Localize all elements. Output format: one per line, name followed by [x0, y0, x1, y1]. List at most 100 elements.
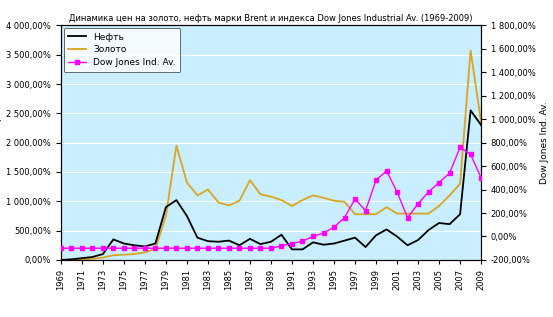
- Нефть: [152, 242, 159, 245]
- Dow Jones Ind. Av.: [247, 246, 253, 250]
- Нефть: [68, 257, 75, 261]
- Золото: [89, 257, 96, 261]
- Нефть: [194, 236, 201, 240]
- Нефть: [425, 228, 432, 232]
- Нефть: [58, 258, 64, 262]
- Нефть: [415, 238, 421, 242]
- Dow Jones Ind. Av.: [226, 246, 232, 250]
- Dow Jones Ind. Av.: [299, 239, 306, 243]
- Dow Jones Ind. Av.: [215, 246, 222, 250]
- Золото: [289, 204, 295, 208]
- Dow Jones Ind. Av.: [373, 178, 379, 182]
- Dow Jones Ind. Av.: [404, 216, 411, 220]
- Dow Jones Ind. Av.: [79, 246, 85, 250]
- Золото: [478, 120, 484, 124]
- Dow Jones Ind. Av.: [152, 246, 159, 250]
- Dow Jones Ind. Av.: [236, 246, 243, 250]
- Dow Jones Ind. Av.: [89, 246, 96, 250]
- Dow Jones Ind. Av.: [436, 181, 442, 184]
- Нефть: [236, 243, 243, 247]
- Золото: [457, 182, 463, 186]
- Нефть: [205, 239, 211, 243]
- Dow Jones Ind. Av.: [478, 176, 484, 180]
- Нефть: [320, 243, 327, 247]
- Золото: [257, 192, 264, 196]
- Нефть: [362, 245, 369, 249]
- Dow Jones Ind. Av.: [320, 231, 327, 235]
- Нефть: [89, 255, 96, 259]
- Золото: [436, 204, 442, 208]
- Dow Jones Ind. Av.: [131, 246, 138, 250]
- Dow Jones Ind. Av.: [310, 235, 316, 238]
- Dow Jones Ind. Av.: [100, 246, 106, 250]
- Нефть: [257, 242, 264, 246]
- Нефть: [173, 198, 180, 202]
- Нефть: [100, 252, 106, 256]
- Нефть: [289, 248, 295, 251]
- Золото: [394, 212, 400, 216]
- Золото: [373, 212, 379, 216]
- Золото: [215, 201, 222, 204]
- Золото: [173, 144, 180, 147]
- Dow Jones Ind. Av.: [184, 246, 190, 250]
- Dow Jones Ind. Av.: [446, 171, 453, 175]
- Dow Jones Ind. Av.: [394, 190, 400, 194]
- Dow Jones Ind. Av.: [362, 209, 369, 213]
- Dow Jones Ind. Av.: [163, 246, 169, 250]
- Нефть: [352, 236, 358, 240]
- Нефть: [331, 242, 337, 245]
- Нефть: [142, 244, 148, 248]
- Нефть: [478, 123, 484, 127]
- Нефть: [184, 214, 190, 218]
- Нефть: [467, 108, 474, 112]
- Нефть: [436, 221, 442, 225]
- Dow Jones Ind. Av.: [341, 216, 348, 220]
- Золото: [247, 178, 253, 182]
- Золото: [226, 204, 232, 207]
- Золото: [404, 212, 411, 216]
- Dow Jones Ind. Av.: [289, 242, 295, 245]
- Нефть: [404, 243, 411, 247]
- Title: Динамика цен на золото, нефть марки Brent и индекса Dow Jones Industrial Av. (19: Динамика цен на золото, нефть марки Bren…: [69, 14, 473, 23]
- Нефть: [226, 239, 232, 243]
- Нефть: [247, 237, 253, 241]
- Y-axis label: Золото и Нефть: Золото и Нефть: [0, 105, 2, 181]
- Dow Jones Ind. Av.: [194, 246, 201, 250]
- Dow Jones Ind. Av.: [278, 244, 285, 248]
- Dow Jones Ind. Av.: [68, 246, 75, 250]
- Золото: [341, 200, 348, 204]
- Line: Нефть: Нефть: [61, 110, 481, 260]
- Line: Золото: Золото: [61, 51, 481, 260]
- Нефть: [110, 237, 117, 241]
- Золото: [331, 199, 337, 203]
- Золото: [194, 193, 201, 197]
- Dow Jones Ind. Av.: [142, 246, 148, 250]
- Золото: [299, 198, 306, 202]
- Dow Jones Ind. Av.: [268, 246, 274, 250]
- Нефть: [215, 240, 222, 244]
- Y-axis label: Dow Jones Ind. Av.: Dow Jones Ind. Av.: [540, 101, 549, 184]
- Золото: [184, 181, 190, 184]
- Dow Jones Ind. Av.: [457, 146, 463, 149]
- Золото: [310, 193, 316, 197]
- Нефть: [457, 212, 463, 216]
- Dow Jones Ind. Av.: [58, 246, 64, 250]
- Нефть: [394, 235, 400, 238]
- Золото: [110, 253, 117, 257]
- Dow Jones Ind. Av.: [110, 246, 117, 250]
- Золото: [121, 253, 127, 256]
- Золото: [352, 212, 358, 216]
- Нефть: [79, 256, 85, 260]
- Золото: [362, 212, 369, 216]
- Золото: [152, 247, 159, 251]
- Dow Jones Ind. Av.: [331, 225, 337, 229]
- Нефть: [131, 243, 138, 247]
- Золото: [415, 212, 421, 216]
- Нефть: [163, 205, 169, 209]
- Золото: [236, 199, 243, 203]
- Dow Jones Ind. Av.: [415, 202, 421, 205]
- Золото: [68, 258, 75, 262]
- Line: Dow Jones Ind. Av.: Dow Jones Ind. Av.: [59, 145, 483, 251]
- Нефть: [446, 222, 453, 226]
- Legend: Нефть, Золото, Dow Jones Ind. Av.: Нефть, Золото, Dow Jones Ind. Av.: [64, 28, 180, 72]
